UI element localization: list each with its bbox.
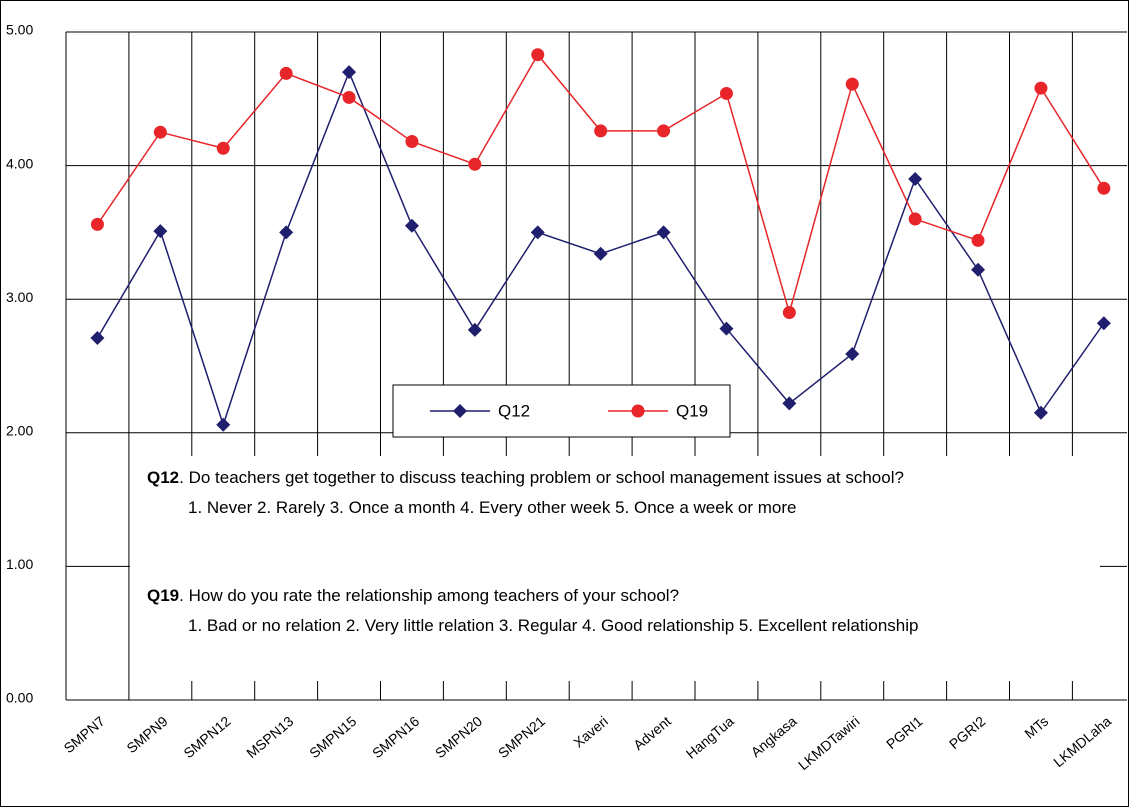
data-point	[719, 86, 733, 100]
data-point	[153, 224, 168, 239]
data-point	[782, 396, 797, 411]
data-point	[1034, 81, 1048, 95]
legend: Q12 Q19	[392, 384, 731, 438]
y-tick-label: 4.00	[6, 155, 33, 171]
data-point	[342, 65, 357, 80]
data-point	[468, 157, 482, 171]
data-point	[594, 124, 608, 138]
data-point	[908, 171, 923, 186]
note-label: Q12	[147, 468, 179, 487]
data-point	[216, 417, 231, 432]
legend-label: Q12	[498, 401, 530, 420]
data-point	[90, 330, 105, 345]
note-question: Q19. How do you rate the relationship am…	[147, 586, 679, 605]
note-text: . Do teachers get together to discuss te…	[179, 468, 904, 487]
data-point	[404, 218, 419, 233]
y-tick-label: 1.00	[6, 556, 33, 572]
notes-box	[130, 456, 1100, 681]
data-point	[845, 346, 860, 361]
legend-marker	[631, 404, 645, 418]
data-point	[908, 212, 922, 226]
data-point	[593, 246, 608, 261]
note-text: . How do you rate the relationship among…	[179, 586, 679, 605]
legend-label: Q19	[676, 401, 708, 420]
data-point	[1096, 316, 1111, 331]
note-options: 1. Bad or no relation 2. Very little rel…	[188, 616, 918, 635]
legend-marker	[453, 404, 467, 418]
data-point	[530, 225, 545, 240]
y-tick-label: 5.00	[6, 22, 33, 38]
data-point	[782, 306, 796, 320]
data-point	[656, 225, 671, 240]
data-point	[279, 225, 294, 240]
data-point	[845, 77, 859, 91]
data-point	[216, 141, 230, 155]
data-point	[342, 90, 356, 104]
data-point	[971, 262, 986, 277]
data-point	[531, 48, 545, 62]
data-point	[971, 233, 985, 247]
y-tick-label: 3.00	[6, 289, 33, 305]
data-point	[405, 135, 419, 149]
data-point	[719, 321, 734, 336]
data-point	[467, 322, 482, 337]
data-point	[657, 124, 671, 138]
data-point	[153, 125, 167, 139]
data-point	[279, 66, 293, 80]
y-tick-label: 0.00	[6, 690, 33, 706]
y-tick-label: 2.00	[6, 423, 33, 439]
note-question: Q12. Do teachers get together to discuss…	[147, 468, 904, 487]
data-point	[1097, 181, 1111, 195]
note-label: Q19	[147, 586, 179, 605]
data-point	[90, 217, 104, 231]
note-options: 1. Never 2. Rarely 3. Once a month 4. Ev…	[188, 498, 797, 517]
data-point	[1033, 405, 1048, 420]
